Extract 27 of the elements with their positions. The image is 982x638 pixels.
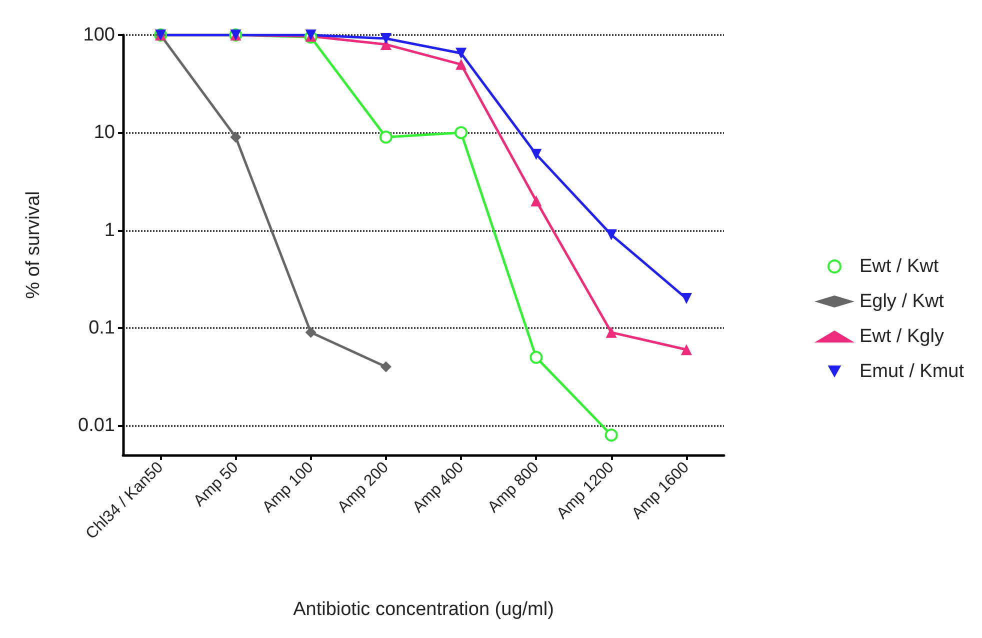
point [380, 33, 392, 44]
point [230, 132, 242, 143]
y-tick-label: 0.01 [78, 415, 115, 436]
legend-label: Egly / Kwt [859, 291, 945, 312]
point [680, 293, 692, 304]
legend-label: Ewt / Kwt [859, 256, 940, 277]
x-axis-title: Antibiotic concentration (ug/ml) [293, 599, 554, 620]
point [604, 428, 618, 442]
point [606, 229, 617, 240]
y-tick-label: 0.1 [88, 317, 115, 338]
point [305, 326, 316, 338]
legend-label: Emut / Kmut [859, 361, 965, 382]
point [530, 148, 542, 160]
point [530, 350, 543, 364]
point [456, 48, 467, 59]
y-axis-title: % of survival [23, 191, 44, 299]
point [380, 361, 392, 372]
y-tick-label: 100 [83, 24, 115, 46]
point [680, 344, 692, 356]
point [530, 195, 542, 206]
point [454, 126, 468, 140]
y-tick-label: 1 [104, 220, 115, 241]
point [606, 326, 617, 338]
point [456, 58, 467, 70]
legend-label: Ewt / Kgly [859, 326, 944, 347]
y-tick-label: 10 [94, 122, 115, 144]
point [379, 130, 392, 144]
